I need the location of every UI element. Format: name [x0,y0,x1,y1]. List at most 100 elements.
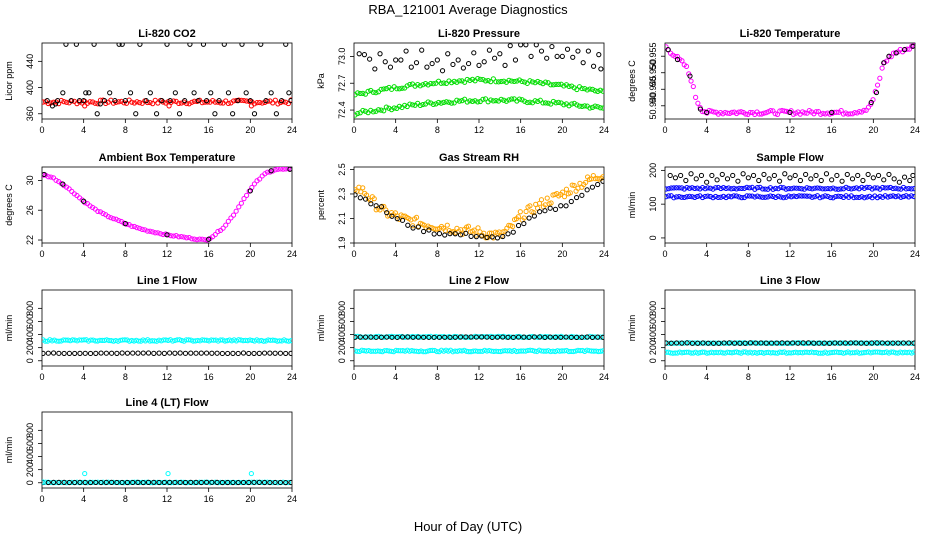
data-point [97,101,103,107]
y-tick-label: 22 [25,235,35,245]
data-point [540,100,546,106]
data-point [275,101,281,107]
data-point [521,334,527,340]
data-point [254,100,260,106]
data-point [869,186,875,192]
data-point [835,340,841,346]
data-point [741,185,747,191]
data-layer [354,172,604,241]
data-point [200,43,207,47]
data-point [537,334,543,340]
data-point [827,194,834,201]
data-point [788,186,794,192]
data-point [740,171,746,177]
data-point [787,109,793,115]
x-tick-label: 4 [81,249,86,259]
data-point [134,99,140,105]
data-point [506,77,512,83]
data-point [98,350,104,356]
data-point [839,178,845,184]
data-point [215,228,221,235]
data-point [139,226,145,232]
data-point [173,232,179,239]
data-point [63,480,70,486]
data-point [69,479,75,485]
data-point [784,340,790,346]
data-point [448,100,455,106]
x-tick-label: 4 [704,249,709,259]
data-point [676,194,682,200]
data-point [479,233,485,239]
data-point [699,194,706,201]
data-point [191,236,198,242]
data-point [587,86,593,92]
data-point [444,222,450,228]
data-point [247,188,253,194]
y-tick-label: 200 [337,340,347,355]
data-point [48,174,54,180]
data-point [448,80,455,86]
data-point [853,194,860,200]
data-point [773,194,779,201]
data-point [441,80,447,86]
y-axis-label: Licor ppm [4,61,14,101]
data-point [212,231,218,238]
x-tick-label: 0 [39,494,44,504]
data-point [417,334,423,340]
data-point [108,215,114,221]
data-point [60,181,66,187]
data-point [467,98,473,104]
data-layer [42,337,292,357]
data-layer [665,43,915,117]
data-point [195,98,201,104]
x-tick-label: 16 [516,249,526,259]
data-point [142,227,148,233]
data-point [817,195,823,201]
data-point [170,233,177,239]
data-point [895,340,901,346]
data-point [864,184,870,190]
data-point [779,107,785,114]
data-point [702,193,708,200]
data-point [519,334,525,340]
data-point [53,479,59,486]
data-point [116,43,122,47]
data-point [501,78,507,84]
data-point [167,98,173,104]
data-point [268,90,274,96]
data-point [595,334,601,340]
data-point [199,100,205,106]
data-point [739,340,745,346]
data-point [402,102,408,108]
data-point [110,100,117,106]
data-point [110,216,117,222]
data-point [170,98,177,104]
data-point [874,185,881,191]
data-point [389,334,395,340]
data-point [396,103,403,109]
data-point [109,479,115,485]
data-point [851,340,857,346]
data-point [866,340,873,346]
data-point [421,334,427,340]
data-point [456,98,463,104]
data-point [391,105,397,111]
data-point [275,480,281,486]
data-point [595,181,601,188]
data-point [278,98,285,104]
data-point [72,479,78,486]
data-point [167,350,173,356]
data-point [155,100,161,106]
data-point [804,193,810,199]
data-point [559,53,565,60]
data-point [455,57,461,63]
data-point [895,186,901,192]
data-point [699,349,706,355]
data-point [592,88,598,94]
data-point [532,98,538,104]
data-point [220,225,226,231]
y-tick-label: 0 [337,358,347,363]
data-point [166,103,172,109]
data-point [600,88,604,94]
